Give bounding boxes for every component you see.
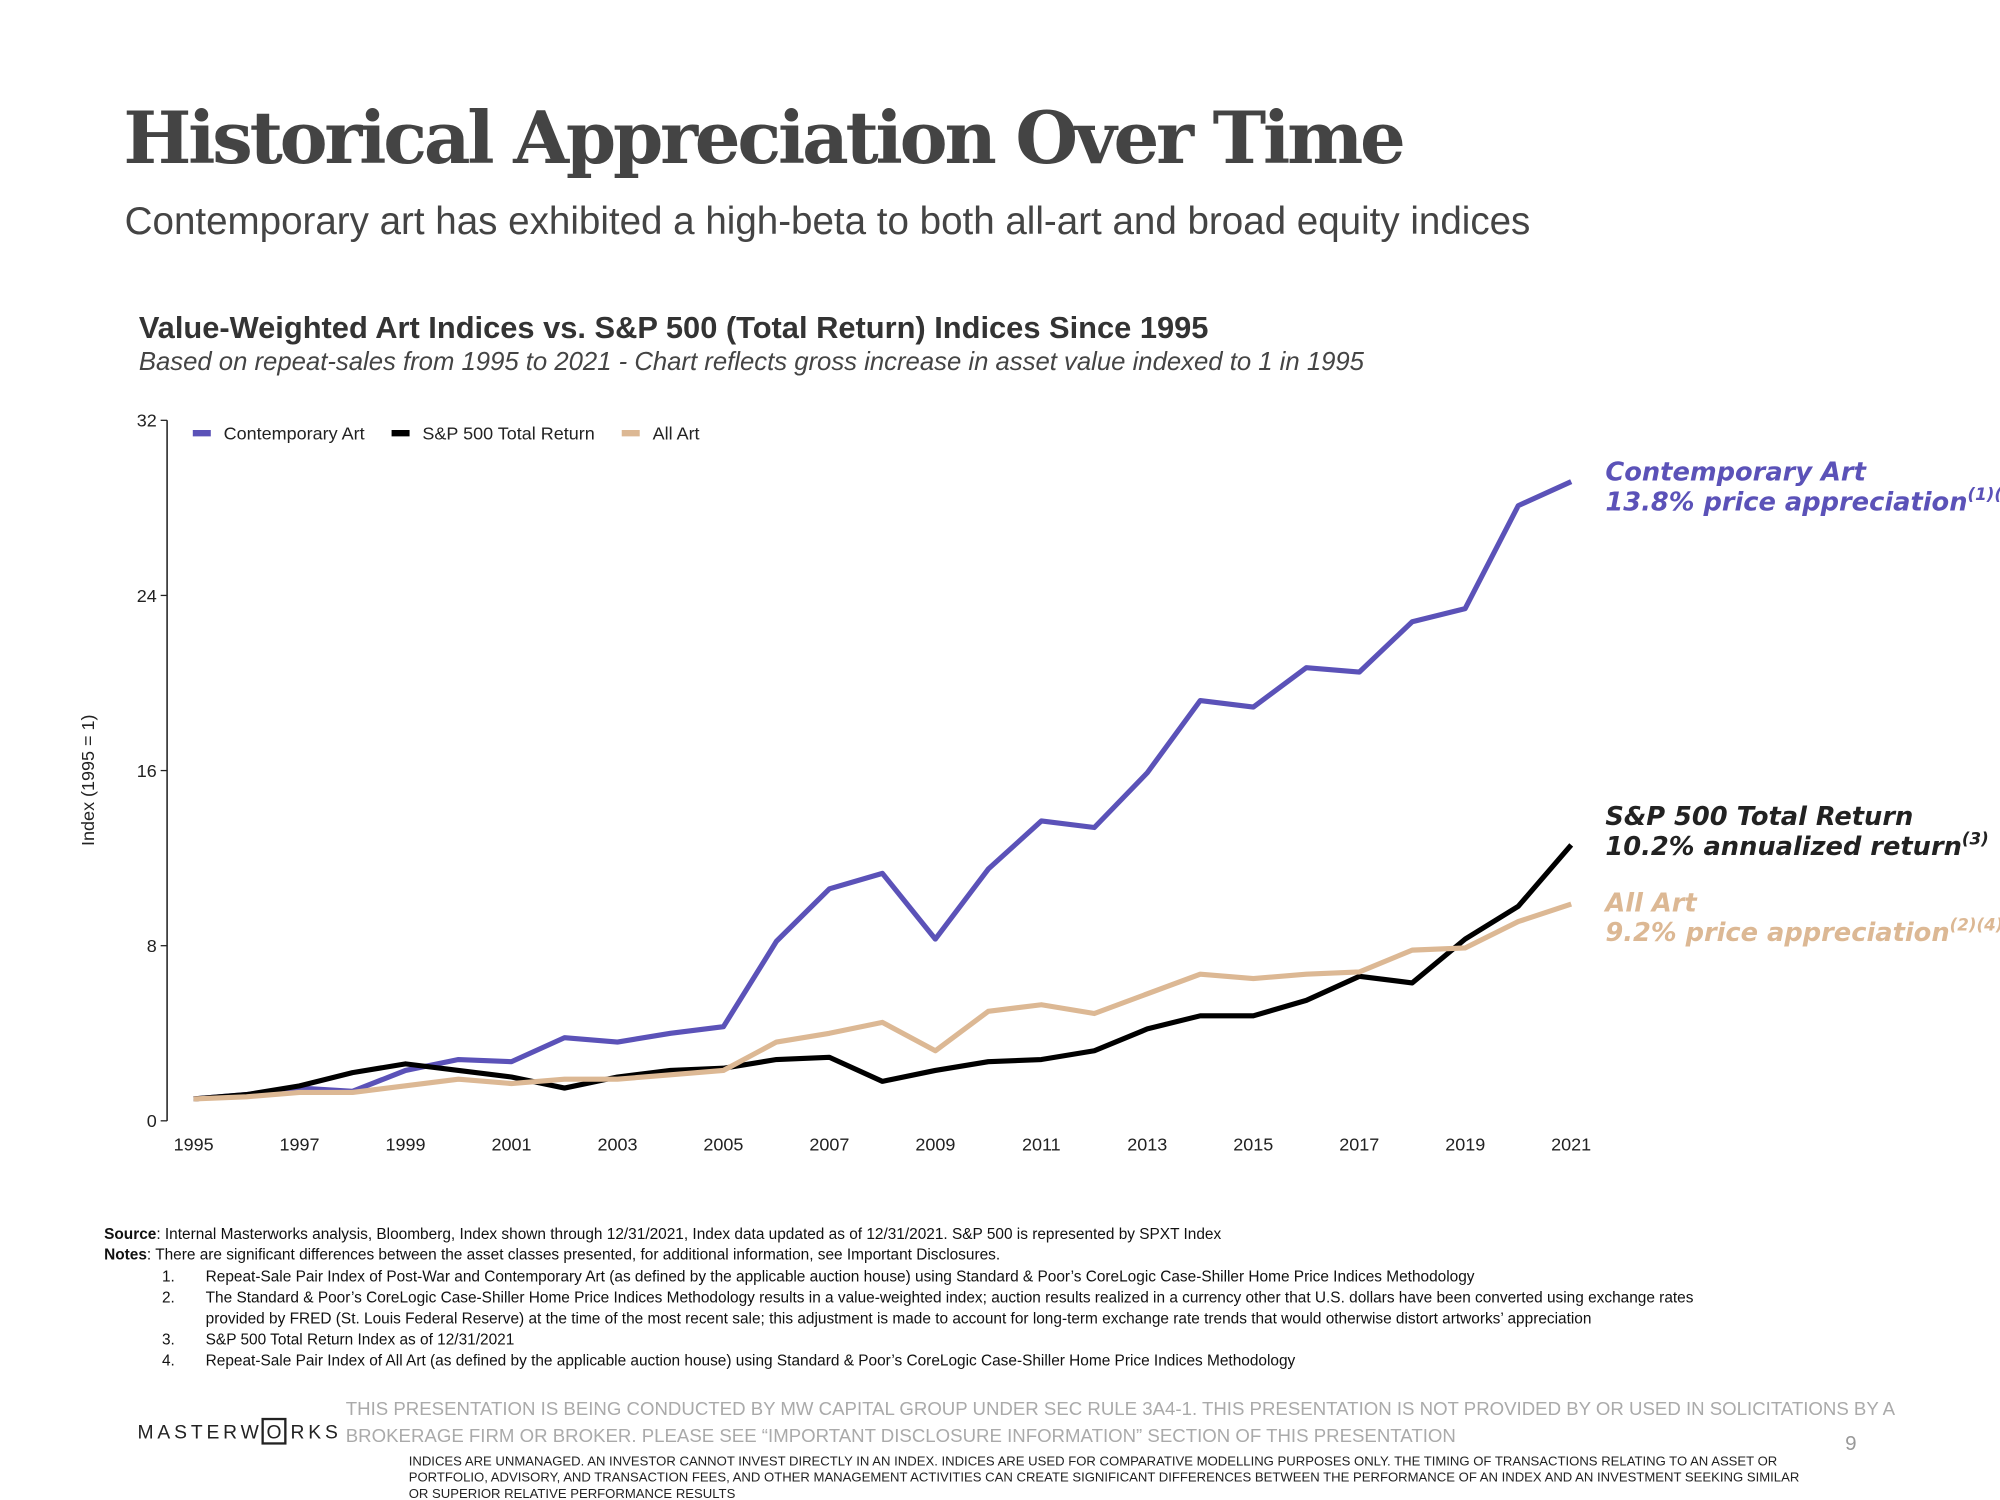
source-note: Source: Internal Masterworks analysis, B… [104,1226,1221,1243]
y-tick-label: 24 [137,586,157,606]
x-tick-label: 1997 [280,1134,320,1154]
x-tick-label: 2009 [915,1134,955,1154]
x-tick-label: 1995 [174,1134,214,1154]
x-tick-label: 2017 [1339,1134,1379,1154]
series-line [193,843,1574,1102]
annotation-footnote: (1)(2) [1968,484,2000,504]
legend-label: All Art [653,424,700,444]
legend-label: Contemporary Art [224,424,365,444]
page-subtitle: Contemporary art has exhibited a high-be… [125,200,1531,243]
chart-subtitle: Based on repeat-sales from 1995 to 2021 … [139,348,1365,376]
note-text: Repeat-Sale Pair Index of Post-War and C… [206,1268,1475,1285]
annotation-value: 13.8% price appreciation [1605,487,1967,517]
annotation-title: Contemporary Art [1605,458,1867,488]
annotation-text: 13.8% price appreciation(1)(2) [1605,484,2000,517]
annotation-footnote: (2)(4) [1950,915,2000,935]
annotation-value: 9.2% price appreciation [1605,918,1949,948]
logo-text: O [266,1422,285,1443]
disclaimer-text: THIS PRESENTATION IS BEING CONDUCTED BY … [346,1398,1896,1419]
y-tick-label: 0 [147,1111,157,1131]
notes-label: Notes [104,1247,147,1264]
x-tick-label: 2013 [1127,1134,1167,1154]
source-text: : Internal Masterworks analysis, Bloombe… [156,1226,1221,1243]
x-tick-label: 2015 [1233,1134,1273,1154]
x-tick-label: 2007 [809,1134,849,1154]
annotation-text: 10.2% annualized return(3) [1605,828,1988,861]
note-text: The Standard & Poor’s CoreLogic Case-Shi… [206,1289,1694,1306]
legal-text: OR SUPERIOR RELATIVE PERFORMANCE RESULTS [409,1486,736,1500]
annotation-title: All Art [1603,888,1698,918]
legend-label: S&P 500 Total Return [422,424,594,444]
x-tick-label: 2001 [491,1134,531,1154]
note-number: 2. [162,1289,175,1306]
note-text: provided by FRED (St. Louis Federal Rese… [206,1310,1592,1327]
x-tick-label: 2005 [703,1134,743,1154]
notes-intro: Notes: There are significant differences… [104,1247,1000,1264]
annotation-text: 9.2% price appreciation(2)(4) [1605,915,2000,948]
x-tick-label: 2021 [1551,1134,1591,1154]
page-number: 9 [1845,1432,1856,1455]
note-text: S&P 500 Total Return Index as of 12/31/2… [206,1331,515,1348]
note-number: 4. [162,1352,175,1369]
logo-text: RKS [290,1422,341,1443]
x-tick-label: 2003 [597,1134,637,1154]
note-number: 1. [162,1268,175,1285]
notes-text: : There are significant differences betw… [147,1247,1000,1264]
annotation-title: S&P 500 Total Return [1605,802,1913,832]
disclaimer-text: BROKERAGE FIRM OR BROKER. PLEASE SEE “IM… [346,1425,1456,1446]
series-line [193,479,1573,1102]
y-tick-label: 8 [147,936,157,956]
x-tick-label: 1999 [386,1134,426,1154]
logo-text: MASTERW [138,1422,263,1443]
legal-text: INDICES ARE UNMANAGED. AN INVESTOR CANNO… [409,1453,1778,1468]
page-title: Historical Appreciation Over Time [123,95,1403,180]
y-tick-label: 16 [137,761,157,781]
x-tick-label: 2019 [1445,1134,1485,1154]
annotation-value: 10.2% annualized return [1605,832,1962,862]
x-tick-label: 2011 [1022,1134,1061,1154]
logo-box [261,1417,287,1445]
chart-title: Value-Weighted Art Indices vs. S&P 500 (… [139,310,1209,345]
note-number: 3. [162,1331,175,1348]
y-tick-label: 32 [137,411,157,431]
source-label: Source [104,1226,157,1243]
annotation-footnote: (3) [1962,828,1989,848]
series-line [193,901,1573,1102]
legal-text: PORTFOLIO, ADVISORY, AND TRANSACTION FEE… [409,1470,1800,1485]
note-text: Repeat-Sale Pair Index of All Art (as de… [206,1352,1296,1369]
y-axis-label: Index (1995 = 1) [78,714,98,845]
